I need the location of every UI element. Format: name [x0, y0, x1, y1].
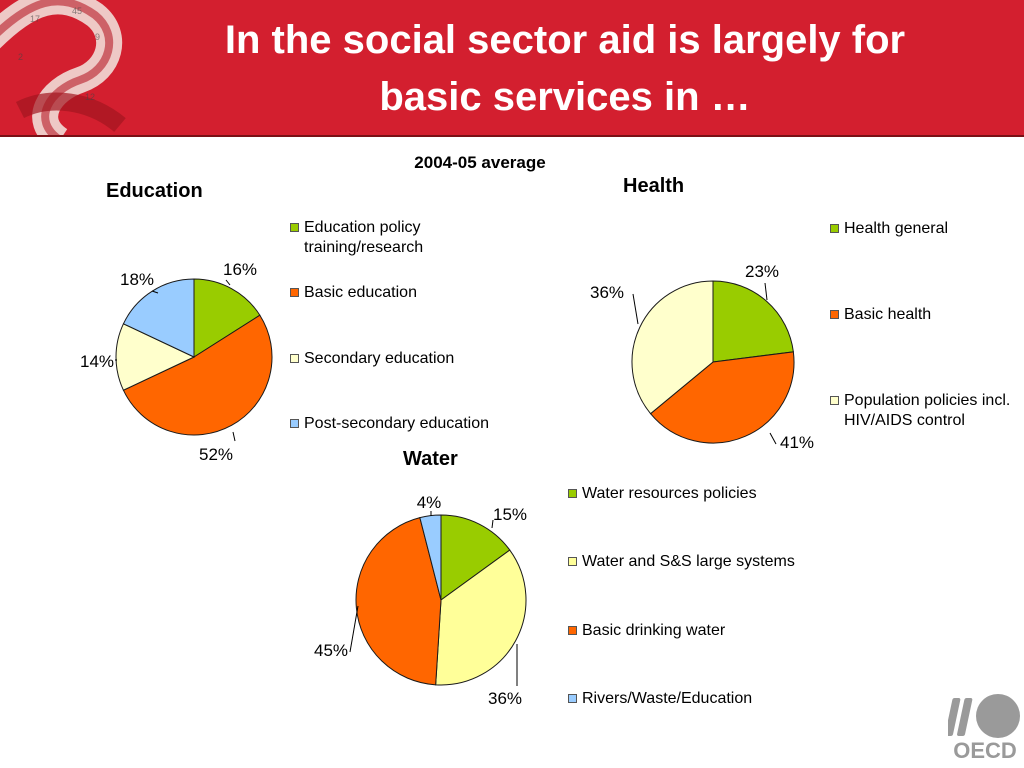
svg-text:12: 12	[85, 92, 95, 102]
health-leader-line-1	[769, 432, 777, 445]
education-legend-label: Post-secondary education	[304, 415, 489, 432]
education-legend-swatch	[290, 354, 299, 363]
education-legend-item: Basic education	[290, 283, 417, 303]
header-banner: 17 45 9 2 12 In the social sector aid is la…	[0, 0, 1024, 136]
education-legend-item: Secondary education	[290, 349, 454, 369]
education-data-label-3: 18%	[120, 270, 154, 289]
water-legend-item: Water resources policies	[568, 484, 757, 504]
education-legend-swatch	[290, 223, 299, 232]
education-leader-line-0	[225, 279, 231, 286]
svg-text:2: 2	[18, 52, 23, 62]
education-legend-item: Education policy training/research	[290, 218, 444, 258]
oecd-logo-text: OECD	[953, 738, 1017, 762]
page-title-line-2: basic services in …	[379, 75, 751, 119]
water-legend-label: Rivers/Waste/Education	[582, 690, 753, 707]
health-legend-swatch	[830, 310, 839, 319]
health-slice-2	[631, 280, 714, 415]
water-slice-0	[440, 514, 511, 601]
water-legend-label: Water and S&S large systems	[582, 553, 795, 570]
health-slice-0	[712, 280, 794, 363]
water-legend-swatch	[568, 557, 577, 566]
education-chart-title: Education	[106, 180, 203, 202]
water-leader-line-2	[349, 605, 359, 653]
water-slice-2	[355, 517, 442, 686]
page-title: In the social sector aid is largely for …	[150, 12, 980, 126]
water-legend-swatch	[568, 626, 577, 635]
health-slice-1	[649, 351, 795, 444]
health-legend-swatch	[830, 396, 839, 405]
page-title-line-1: In the social sector aid is largely for	[224, 18, 906, 62]
water-legend-label: Basic drinking water	[582, 622, 726, 639]
education-legend-label: Secondary education	[304, 350, 455, 367]
education-slice-0	[193, 278, 261, 358]
chart-subtitle: 2004-05 average	[414, 153, 546, 172]
education-legend-item: Post-secondary education	[290, 414, 489, 434]
water-data-label-2: 45%	[314, 641, 348, 660]
health-legend-swatch	[830, 224, 839, 233]
health-legend-label: Basic health	[844, 306, 932, 323]
health-data-label-0: 23%	[745, 262, 779, 281]
health-legend-item: Population policies incl. HIV/AIDS contr…	[830, 391, 1019, 431]
water-legend-item: Basic drinking water	[568, 621, 725, 641]
health-leader-line-0	[764, 282, 768, 301]
health-chart-title: Health	[623, 175, 685, 197]
water-data-label-3: 4%	[417, 493, 442, 512]
water-chart-title: Water	[403, 448, 458, 470]
water-data-label-1: 36%	[488, 689, 522, 708]
health-legend-item: Health general	[830, 219, 948, 239]
education-legend-label: Education policy training/research	[304, 219, 424, 256]
measuring-tape-image: 17 45 9 2 12	[0, 0, 126, 136]
water-slice-3	[419, 514, 442, 601]
education-slice-1	[122, 314, 273, 436]
health-data-label-1: 41%	[780, 433, 814, 452]
education-slice-2	[115, 323, 196, 391]
water-legend-item: Water and S&S large systems	[568, 552, 795, 572]
water-legend-item: Rivers/Waste/Education	[568, 689, 752, 709]
education-leader-line-1	[232, 431, 236, 442]
svg-text:17: 17	[30, 14, 40, 24]
education-legend-swatch	[290, 419, 299, 428]
education-legend-label: Basic education	[304, 284, 417, 301]
education-data-label-2: 14%	[80, 352, 114, 371]
water-slice-1	[435, 549, 527, 686]
water-legend-swatch	[568, 694, 577, 703]
water-data-label-0: 15%	[493, 505, 527, 524]
health-leader-line-2	[632, 293, 639, 325]
svg-text:9: 9	[95, 32, 100, 42]
health-legend-label: Population policies incl. HIV/AIDS contr…	[844, 392, 1011, 429]
banner-divider	[0, 135, 1024, 137]
health-legend-item: Basic health	[830, 305, 931, 325]
water-legend-swatch	[568, 489, 577, 498]
svg-text:45: 45	[72, 6, 82, 16]
health-legend-label: Health general	[844, 220, 949, 237]
education-data-label-1: 52%	[199, 445, 233, 464]
education-data-label-0: 16%	[223, 260, 257, 279]
education-legend-swatch	[290, 288, 299, 297]
water-leader-line-0	[491, 519, 494, 529]
health-data-label-2: 36%	[590, 283, 624, 302]
oecd-logo: OECD	[948, 694, 1020, 762]
water-legend-label: Water resources policies	[582, 485, 757, 502]
education-leader-line-3	[151, 290, 159, 294]
